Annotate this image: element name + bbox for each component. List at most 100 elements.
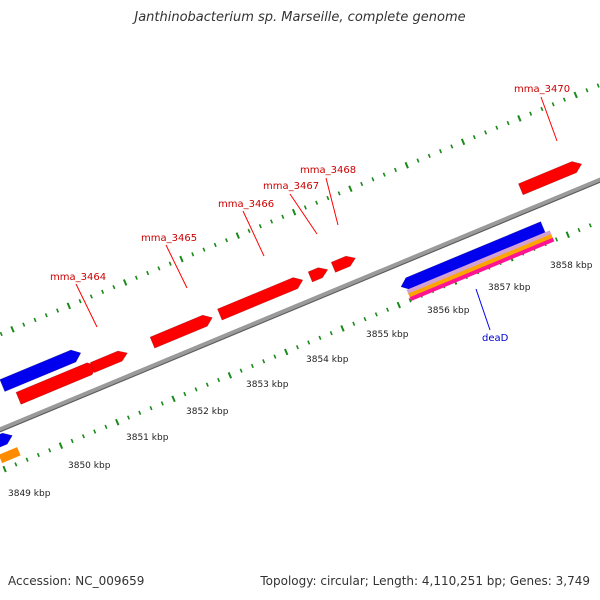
tick-mark	[93, 429, 97, 434]
cds-arrow	[89, 350, 128, 374]
tick-mark	[14, 462, 18, 467]
blue-cds-arrow	[0, 349, 82, 392]
cds-arrow	[307, 267, 329, 283]
tick-mark	[160, 401, 164, 406]
scale-labels: 3849 kbp 3850 kbp 3851 kbp 3852 kbp 3853…	[8, 261, 593, 499]
tick-mark	[517, 115, 522, 122]
tick-mark	[585, 88, 589, 93]
tick-mark	[540, 106, 544, 112]
orange-feature-bar	[407, 233, 553, 298]
tick-mark	[270, 219, 274, 224]
tick-mark	[374, 312, 378, 317]
tick-mark	[104, 424, 108, 430]
tick-mark	[577, 227, 581, 233]
tick-mark	[258, 224, 262, 229]
gene-label-mma-3466: mma_3466	[218, 199, 274, 210]
tick-mark	[303, 205, 307, 210]
tick-mark	[202, 247, 206, 252]
tick-mark	[326, 195, 330, 201]
topology-label: Topology: circular; Length: 4,110,251 bp…	[260, 574, 590, 588]
accession-label: Accession: NC_009659	[8, 574, 145, 588]
tick-mark	[217, 377, 221, 383]
tick-mark	[450, 144, 454, 149]
cds-arrow	[217, 277, 304, 321]
tick-mark	[281, 214, 285, 219]
tick-mark	[460, 138, 466, 146]
tick-mark	[191, 252, 195, 257]
outer-tick-row	[0, 83, 600, 337]
tick-mark	[427, 153, 431, 159]
tick-mark	[179, 255, 184, 263]
scale-label: 3851 kbp	[126, 433, 169, 443]
tick-mark	[363, 316, 367, 322]
tick-mark	[157, 266, 161, 271]
tick-mark	[472, 134, 476, 140]
tick-mark	[295, 345, 299, 350]
scale-label: 3852 kbp	[186, 407, 229, 417]
tick-mark	[416, 158, 420, 163]
tick-mark	[307, 340, 311, 345]
tick-mark	[247, 228, 251, 234]
gene-label-mma-3468: mma_3468	[300, 165, 356, 176]
gene-label-mma-3465: mma_3465	[141, 233, 197, 244]
scale-label: 3854 kbp	[306, 355, 349, 365]
tick-mark	[44, 313, 48, 318]
tick-mark	[340, 325, 345, 332]
tick-mark	[360, 181, 364, 187]
tick-mark	[122, 279, 128, 286]
tick-mark	[115, 418, 120, 426]
tick-mark	[484, 130, 488, 135]
tick-mark	[112, 284, 116, 290]
tick-mark	[0, 331, 3, 337]
tick-mark	[25, 457, 29, 462]
tick-mark	[146, 270, 150, 276]
tick-mark	[149, 405, 153, 411]
tick-mark	[565, 231, 570, 239]
tick-mark	[408, 298, 412, 303]
tick-mark	[134, 275, 138, 280]
tick-mark	[56, 308, 60, 313]
lilac-feature-bar	[406, 230, 552, 294]
tick-mark	[396, 301, 401, 309]
tick-mark	[36, 452, 40, 458]
scale-label: 3849 kbp	[8, 489, 51, 499]
tick-mark	[262, 359, 266, 364]
tick-mark	[495, 125, 499, 130]
tick-mark	[78, 299, 82, 304]
tick-mark	[337, 191, 341, 196]
pink-feature-bar	[409, 237, 555, 301]
tick-mark	[227, 372, 233, 379]
tick-mark	[386, 307, 390, 312]
tick-mark	[404, 161, 409, 169]
tick-mark	[225, 238, 229, 243]
tick-mark	[81, 434, 85, 439]
tick-mark	[250, 363, 254, 369]
cds-arrow	[149, 314, 213, 349]
tick-mark	[315, 200, 319, 205]
tick-mark	[439, 149, 443, 154]
tick-mark	[48, 448, 52, 453]
tick-mark	[562, 97, 566, 102]
tick-mark	[101, 289, 105, 294]
tick-mark	[596, 83, 600, 88]
tick-mark	[284, 348, 289, 356]
cds-arrow	[330, 255, 356, 273]
tick-mark	[329, 331, 333, 336]
tick-mark	[33, 317, 37, 323]
gene-label-mma-3470: mma_3470	[514, 84, 570, 95]
tick-mark	[588, 223, 592, 228]
tick-mark	[235, 232, 240, 239]
tick-mark	[506, 120, 510, 126]
tick-mark	[126, 415, 131, 420]
cds-arrow	[518, 161, 583, 196]
gene-labels: mma_3464 mma_3465 mma_3466 mma_3467 mma_…	[50, 84, 570, 344]
scale-label: 3855 kbp	[366, 330, 409, 340]
tick-mark	[205, 382, 209, 387]
genome-backbone	[0, 177, 600, 433]
tick-mark	[573, 91, 578, 99]
tick-mark	[371, 177, 375, 182]
tick-mark	[348, 185, 353, 193]
tick-mark	[273, 354, 277, 359]
blue-cds-arrow	[0, 432, 13, 448]
